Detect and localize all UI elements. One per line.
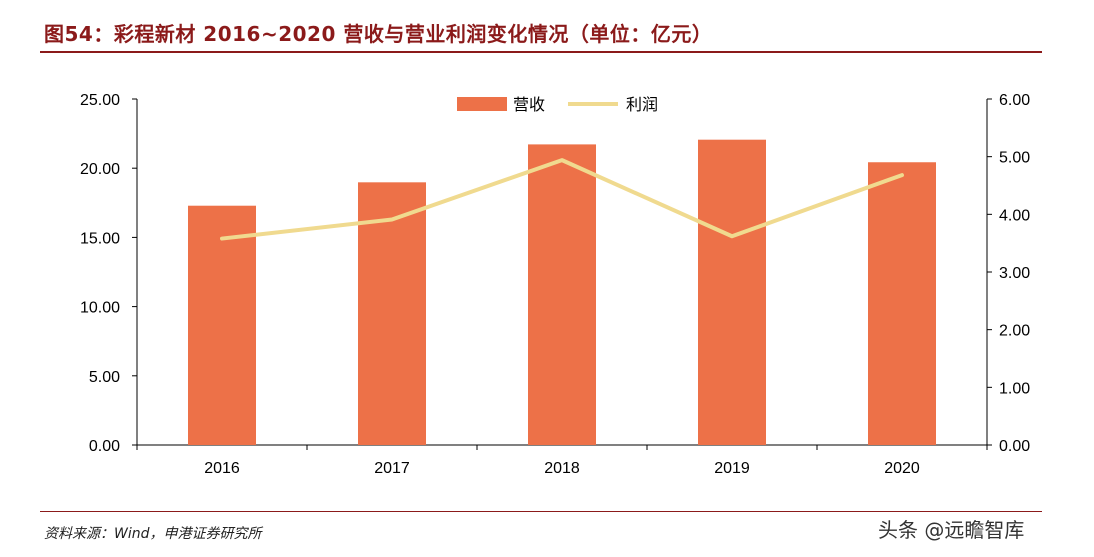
left-tick-label: 15.00 xyxy=(80,230,120,247)
watermark: 头条 @远瞻智库 xyxy=(878,518,1025,542)
left-tick-label: 25.00 xyxy=(80,92,120,109)
right-tick-label: 1.00 xyxy=(999,380,1030,397)
right-tick-label: 0.00 xyxy=(999,438,1030,455)
right-tick-label: 3.00 xyxy=(999,265,1030,282)
legend-swatch-revenue xyxy=(457,97,507,111)
left-tick-label: 20.00 xyxy=(80,161,120,178)
x-tick-label: 2018 xyxy=(544,460,580,477)
right-tick-label: 6.00 xyxy=(999,92,1030,109)
bar-2020 xyxy=(868,162,936,446)
source-divider xyxy=(40,511,1042,512)
right-tick-label: 4.00 xyxy=(999,207,1030,224)
bar-2019 xyxy=(698,139,766,445)
legend-label-profit: 利润 xyxy=(626,95,658,114)
title-divider xyxy=(40,51,1042,53)
left-tick-label: 10.00 xyxy=(80,300,120,317)
chart-title: 图54：彩程新材 2016~2020 营收与营业利润变化情况（单位：亿元） xyxy=(44,22,713,46)
x-tick-label: 2019 xyxy=(714,460,750,477)
x-tick-label: 2017 xyxy=(374,460,410,477)
bar-2017 xyxy=(358,182,426,445)
bar-2016 xyxy=(188,205,256,445)
x-tick-label: 2020 xyxy=(884,460,920,477)
left-tick-label: 0.00 xyxy=(89,438,120,455)
source-note: 资料来源：Wind，申港证券研究所 xyxy=(44,526,262,542)
x-tick-label: 2016 xyxy=(204,460,240,477)
bar-2018 xyxy=(528,144,596,445)
legend-label-revenue: 营收 xyxy=(513,95,545,114)
left-tick-label: 5.00 xyxy=(89,369,120,386)
right-tick-label: 5.00 xyxy=(999,150,1030,167)
right-tick-label: 2.00 xyxy=(999,323,1030,340)
